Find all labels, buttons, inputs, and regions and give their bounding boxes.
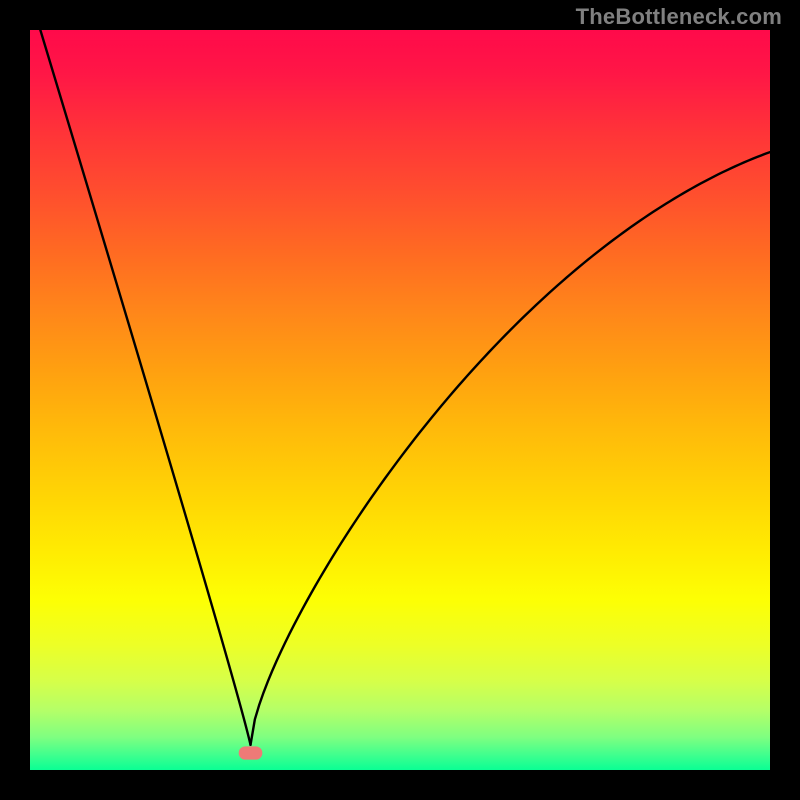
vertex-marker	[239, 746, 263, 759]
gradient-background	[30, 30, 770, 770]
watermark-text: TheBottleneck.com	[576, 4, 782, 30]
plot-area	[30, 30, 770, 770]
outer-frame: TheBottleneck.com	[0, 0, 800, 800]
chart-svg	[30, 30, 770, 770]
